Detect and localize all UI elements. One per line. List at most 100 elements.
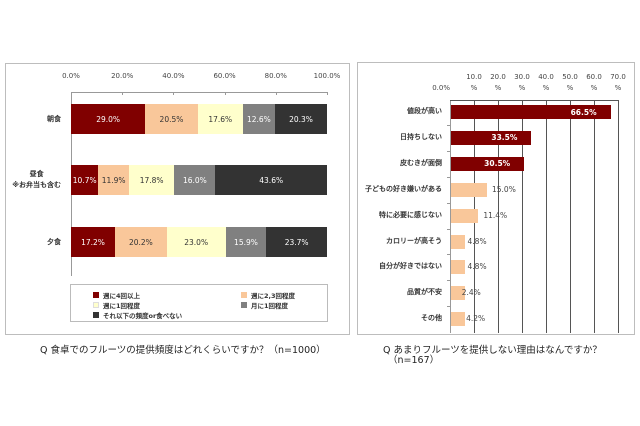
- bar-segment: 23.7%: [266, 227, 327, 257]
- category-label: 日持ちしない: [400, 132, 442, 141]
- x-tick-mark: [122, 92, 124, 95]
- category-label: 品質が不安: [407, 288, 442, 297]
- category-label-line: ※お弁当も含む: [12, 181, 61, 189]
- category-label-line: 昼食: [29, 170, 44, 178]
- x-tick-label: 100.0%: [313, 72, 341, 80]
- x-tick-label: 40.0%: [162, 72, 185, 80]
- bar: 30.5%: [451, 156, 525, 171]
- value-label: 4.2%: [466, 314, 486, 324]
- legend-swatch-icon: [241, 292, 247, 298]
- x-tick-label-top: 50.0: [562, 73, 578, 81]
- category-label: 昼食 ※お弁当も含む: [12, 169, 61, 191]
- y-tick-mark: [447, 280, 450, 282]
- x-tick-label-bottom: %: [590, 84, 598, 92]
- bar: 66.5%: [451, 105, 611, 119]
- y-tick-mark: [447, 228, 450, 230]
- bar-segment: 11.9%: [98, 165, 129, 195]
- x-tick-label-bottom: %: [494, 84, 502, 92]
- x-tick-label: 20.0%: [111, 72, 134, 80]
- category-label: 自分が好きではない: [379, 262, 442, 271]
- y-tick-mark: [447, 202, 450, 204]
- x-tick-label-top: 10.0: [466, 73, 482, 81]
- legend-item: それ以下の頻度or食べない: [93, 310, 182, 320]
- category-label: 朝食: [47, 114, 61, 125]
- value-label: 2.4%: [461, 288, 481, 298]
- category-label-line: 朝食: [47, 114, 61, 123]
- bar-segment: 20.3%: [275, 104, 327, 134]
- reasons-chart-panel: 0.0% 10.0% 20.0% 30.0% 40.0% 50.0% 60.0% 70.0% …: [357, 62, 635, 335]
- chart-legend: 週に4回以上 週に2,3回程度週に1回程度 月に1回程度それ以下の頻度or食べない: [70, 284, 328, 322]
- gridline: [570, 100, 571, 333]
- bar-segment: 17.8%: [128, 165, 175, 195]
- legend-item: 週に2,3回程度: [241, 290, 295, 300]
- x-axis-line: [450, 100, 618, 101]
- bar-segment: 16.0%: [174, 165, 216, 195]
- bar: [451, 182, 487, 197]
- x-tick-mark: [224, 92, 226, 95]
- x-tick-mark: [173, 92, 175, 95]
- value-label: 15.0%: [492, 184, 516, 194]
- category-label: 皮むきが面倒: [400, 158, 442, 167]
- x-tick-label-bottom: %: [566, 84, 574, 92]
- reasons-chart-caption-line1: Q あまりフルーツを提供しない理由はなんですか？: [383, 345, 602, 356]
- bar: [451, 260, 465, 275]
- bar: [451, 208, 479, 223]
- bar-segment: 10.7%: [71, 165, 99, 195]
- gridline: [618, 100, 619, 333]
- legend-swatch-icon: [93, 312, 99, 318]
- category-label: 夕食: [47, 237, 61, 248]
- legend-item: 月に1回程度: [241, 300, 288, 310]
- category-label: カロリーが高そう: [386, 236, 442, 245]
- bar-segment: 29.0%: [71, 104, 146, 134]
- x-tick-label-bottom: %: [614, 84, 622, 92]
- gridline: [498, 100, 499, 333]
- y-tick-mark: [447, 124, 450, 126]
- x-tick-label-top: 20.0: [490, 73, 506, 81]
- legend-label: それ以下の頻度or食べない: [103, 312, 183, 320]
- bar: [451, 286, 465, 301]
- category-label-line: 夕食: [47, 237, 61, 246]
- legend-swatch-icon: [241, 302, 247, 308]
- legend-label: 週に2,3回程度: [251, 292, 296, 300]
- x-tick-label-top: 70.0: [610, 73, 626, 81]
- legend-swatch-icon: [93, 292, 99, 298]
- legend-label: 週に4回以上: [103, 292, 141, 300]
- category-label: 子どもの好き嫌いがある: [365, 184, 442, 193]
- legend-swatch-icon: [93, 302, 99, 308]
- value-label: 11.4%: [483, 210, 508, 220]
- legend-item: 週に1回程度: [93, 300, 140, 310]
- legend-label: 月に1回程度: [251, 302, 289, 310]
- gridline: [594, 100, 595, 333]
- x-tick-mark: [327, 92, 328, 95]
- bar: [451, 312, 465, 327]
- gridline: [546, 100, 547, 333]
- bar-segment: 12.6%: [242, 104, 276, 134]
- bar-segment: 17.6%: [197, 104, 243, 134]
- category-label: 特に必要に感じない: [379, 210, 442, 219]
- x-tick-label-bottom: %: [470, 84, 478, 92]
- x-tick-label: 80.0%: [264, 72, 287, 80]
- category-label: その他: [421, 314, 442, 323]
- bar: 33.5%: [451, 130, 532, 145]
- bar: [451, 234, 465, 249]
- bar-segment: 17.2%: [71, 227, 116, 257]
- x-tick-label-top: 30.0: [514, 73, 530, 81]
- frequency-chart-caption: Q 食卓でのフルーツの提供頻度はどれくらいですか？（n=1000）: [40, 345, 326, 356]
- bar-segment: 23.0%: [166, 227, 226, 257]
- frequency-chart-panel: 0.0% 20.0% 40.0% 60.0% 80.0% 100.0% 週に4回以上 週に2…: [5, 63, 350, 335]
- x-tick-label: 60.0%: [213, 72, 236, 80]
- bar-segment: 43.6%: [215, 165, 327, 195]
- value-label: 4.8%: [467, 236, 487, 246]
- x-tick-label-bottom: %: [518, 84, 526, 92]
- x-tick-label-bottom: %: [542, 84, 550, 92]
- y-tick-mark: [447, 150, 450, 152]
- value-label: 4.8%: [467, 262, 487, 272]
- x-tick-mark: [275, 92, 277, 95]
- y-tick-mark: [447, 254, 450, 256]
- legend-item: 週に4回以上: [93, 290, 140, 300]
- x-axis-line: [71, 92, 327, 93]
- category-label: 値段が高い: [407, 107, 442, 115]
- y-tick-mark: [447, 306, 450, 308]
- legend-label: 週に1回程度: [103, 302, 141, 310]
- x-tick-label: 0.0%: [432, 84, 450, 92]
